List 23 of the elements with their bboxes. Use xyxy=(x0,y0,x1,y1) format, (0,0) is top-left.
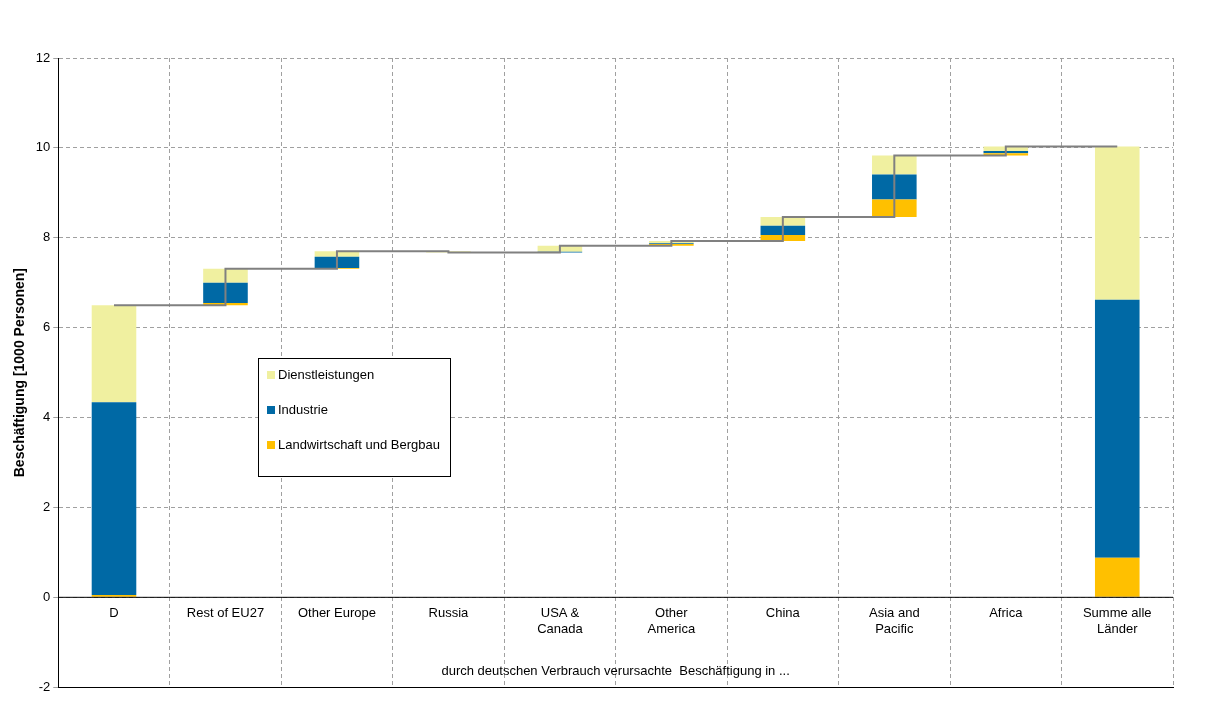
x-tick-label: Asia and Pacific xyxy=(869,605,920,637)
x-tick-label: Other America xyxy=(647,605,696,637)
x-tick-label: Rest of EU27 xyxy=(186,605,265,621)
legend-label: Dienstleistungen xyxy=(278,367,375,382)
x-tick-label: Russia xyxy=(428,605,470,621)
x-axis-title: durch deutschen Verbrauch verursachte Beschäftigung in ... xyxy=(441,663,790,679)
y-tick-label: 0 xyxy=(43,588,51,604)
x-tick-label: Other Europe xyxy=(297,605,376,621)
x-tick-label: Summe alle Länder xyxy=(1082,605,1152,637)
y-tick-label: 6 xyxy=(43,319,51,335)
y-tick-label: 2 xyxy=(43,499,51,515)
y-tick-label: -2 xyxy=(38,678,51,694)
y-tick-label: 10 xyxy=(35,139,51,155)
legend-label: Landwirtschaft und Bergbau xyxy=(278,437,440,452)
legend-label: Industrie xyxy=(278,402,328,417)
y-tick-label: 8 xyxy=(43,229,51,245)
x-tick-label: USA & Canada xyxy=(537,605,584,637)
x-tick-label: D xyxy=(109,605,119,621)
y-tick-label: 4 xyxy=(43,409,51,425)
y-axis-title: Beschäftigung [1000 Personen] xyxy=(11,267,28,478)
y-tick-label: 12 xyxy=(35,49,51,65)
x-tick-label: China xyxy=(765,605,801,621)
x-tick-label: Africa xyxy=(989,605,1024,621)
